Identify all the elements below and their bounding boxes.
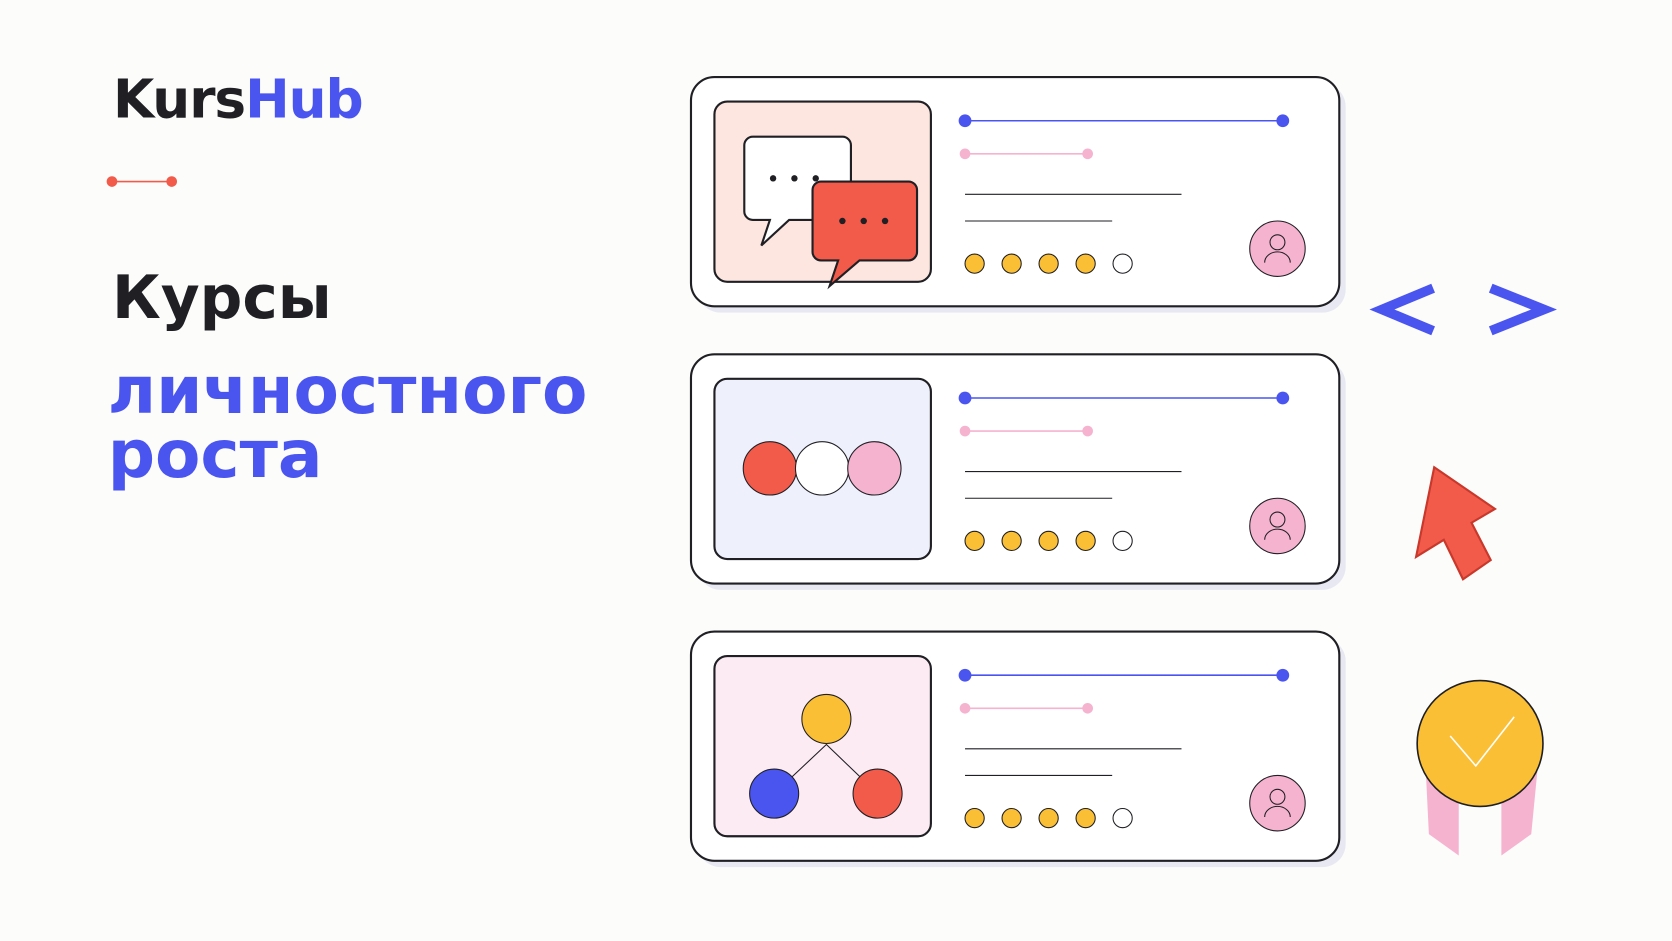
- title-dot: [958, 668, 972, 682]
- logo: KursHub: [113, 69, 363, 131]
- rating-dot: [1038, 253, 1059, 274]
- title-dot: [958, 391, 972, 405]
- rating-dot: [1075, 253, 1096, 274]
- chat-bubble: [811, 180, 919, 290]
- chat-dot: [769, 175, 777, 182]
- circle-shape: [794, 441, 850, 496]
- card-thumbnail: [713, 654, 932, 838]
- rating-dot: [1038, 807, 1059, 829]
- rating-dot: [1075, 530, 1096, 552]
- avatar-body: [1264, 528, 1291, 540]
- tree-node: [852, 768, 903, 819]
- logo-kurs: Kurs: [113, 69, 245, 131]
- avatar-body: [1264, 805, 1291, 818]
- thumbnail-illustration: [743, 135, 919, 290]
- circle-shape: [847, 441, 902, 496]
- rating-dot: [1112, 530, 1133, 552]
- rating-dot: [964, 807, 985, 829]
- subtitle-dot: [959, 425, 971, 437]
- rating-dot: [1038, 530, 1059, 552]
- cursor-icon: [1414, 465, 1497, 581]
- headline-1: Курсы: [112, 264, 332, 333]
- avatar-head: [1269, 511, 1286, 528]
- title-dot: [1276, 391, 1290, 405]
- rating-dot: [1112, 253, 1133, 274]
- subtitle-dot: [1082, 148, 1093, 160]
- rating-dot: [1001, 530, 1022, 552]
- chat-dot: [881, 217, 889, 225]
- medal-icon: [1416, 679, 1544, 856]
- rating-dot: [964, 253, 985, 274]
- circle-shape: [742, 441, 798, 496]
- subtitle-dot: [1082, 425, 1093, 437]
- rating-dot: [1112, 807, 1133, 829]
- title-dot: [1276, 114, 1290, 128]
- rating-dot: [1001, 253, 1022, 274]
- subtitle-dot: [1082, 702, 1093, 714]
- headline-3: роста: [108, 416, 323, 493]
- tree-node: [801, 693, 852, 745]
- divider: [106, 176, 178, 187]
- title-dot: [958, 114, 972, 128]
- chat-dot: [860, 217, 867, 225]
- avatar-body: [1264, 251, 1291, 263]
- course-card: [689, 75, 1346, 313]
- avatar-head: [1269, 788, 1286, 805]
- headline-2: личностного: [108, 352, 588, 429]
- logo-hub: Hub: [245, 69, 363, 131]
- chat-dot: [839, 217, 846, 225]
- avatar: [1249, 220, 1306, 277]
- code-icon: [1369, 283, 1557, 336]
- rating-dot: [964, 530, 985, 552]
- rating-dot: [1001, 807, 1022, 829]
- chat-dot: [791, 175, 798, 182]
- course-card: [689, 630, 1346, 868]
- subtitle-dot: [959, 702, 971, 714]
- card-list: [689, 75, 1346, 868]
- title-dot: [1276, 668, 1290, 682]
- course-card: [689, 353, 1346, 590]
- avatar-head: [1269, 234, 1286, 251]
- thumbnail-illustration: [742, 441, 902, 496]
- rating-dot: [1075, 807, 1096, 829]
- thumbnail-illustration: [749, 693, 903, 819]
- subtitle-dot: [959, 148, 971, 160]
- avatar: [1249, 497, 1306, 555]
- chat-dot: [812, 175, 819, 182]
- tree-node: [749, 768, 800, 819]
- avatar: [1249, 774, 1306, 832]
